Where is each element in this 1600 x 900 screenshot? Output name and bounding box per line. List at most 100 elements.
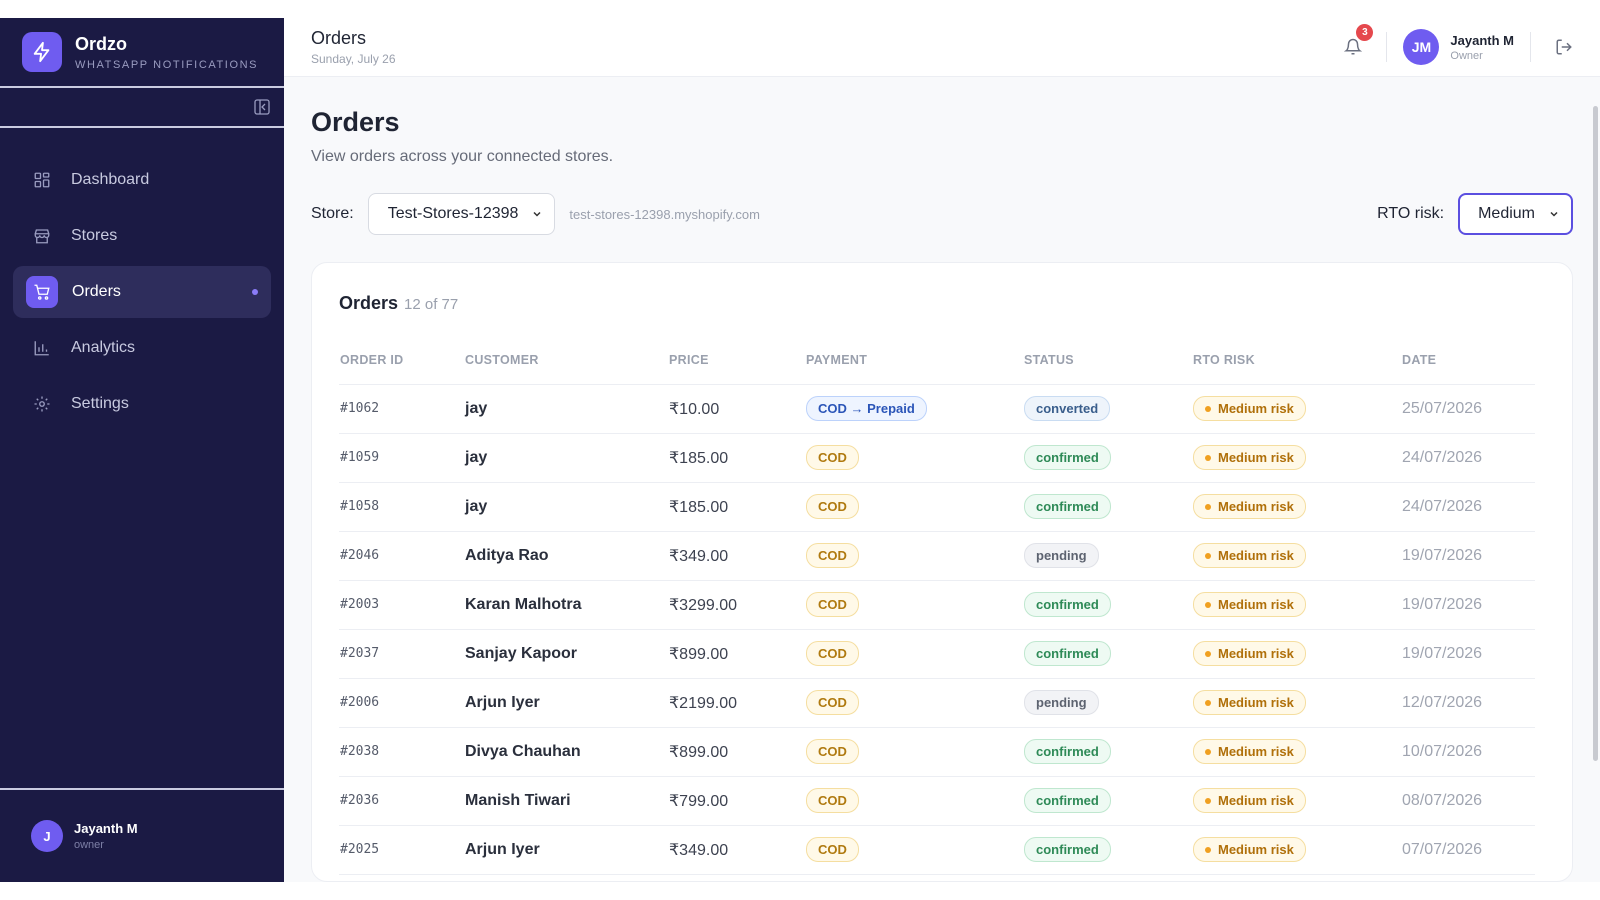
cell: Arjun Iyer (464, 678, 668, 728)
order-row[interactable]: #2025 Arjun Iyer ₹349.00 COD confirmed Medium… (339, 825, 1535, 875)
cell: COD (805, 776, 1023, 826)
user-name: Jayanth M (74, 821, 138, 836)
risk-badge: Medium risk (1193, 396, 1306, 421)
payment-badge: COD (806, 788, 859, 813)
cell: Medium risk (1192, 580, 1401, 630)
payment-badge: COD (806, 543, 859, 568)
logout-button[interactable] (1555, 38, 1573, 56)
orders-table: ORDER ID CUSTOMER PRICE PAYMENT STATUS RTO RI… (339, 336, 1535, 875)
nav-label: Analytics (71, 339, 136, 356)
rto-filter: RTO risk: Medium (1377, 193, 1573, 235)
status-badge: confirmed (1024, 592, 1111, 617)
order-row[interactable]: #2038 Divya Chauhan ₹899.00 COD confirmed Med… (339, 727, 1535, 777)
main: Orders Sunday, July 26 3 JM Jayanth M Ow… (284, 18, 1600, 882)
icon (34, 341, 49, 356)
collapse-button[interactable] (254, 99, 270, 115)
avatar: JM (1403, 29, 1440, 65)
notifications[interactable]: 3 (1338, 24, 1374, 62)
risk-badge: Medium risk (1193, 641, 1306, 666)
order-row[interactable]: #2003 Karan Malhotra ₹3299.00 COD confirmed M… (339, 580, 1535, 630)
risk-badge: Medium risk (1193, 445, 1306, 470)
nav-item[interactable]: Settings (13, 378, 271, 430)
cell: Medium risk (1192, 629, 1401, 679)
cell: COD (805, 531, 1023, 581)
header-date: Sunday, July 26 (311, 52, 396, 66)
cell: COD (805, 482, 1023, 532)
nav-item[interactable]: Orders (13, 266, 271, 318)
payment-badge: COD (806, 592, 859, 617)
cell: #1062 (339, 384, 464, 434)
cell: confirmed (1023, 629, 1192, 679)
card-title-text: Orders (339, 293, 399, 313)
cell: COD (805, 580, 1023, 630)
icon (34, 396, 50, 412)
risk-badge: Medium risk (1193, 788, 1306, 813)
brand: Ordzo WHATSAPP NOTIFICATIONS (0, 18, 284, 88)
cell: #2037 (339, 629, 464, 679)
nav-label: Stores (71, 227, 118, 244)
cell: ₹799.00 (668, 776, 805, 826)
risk-badge: Medium risk (1193, 837, 1306, 862)
cell: confirmed (1023, 727, 1192, 777)
page-description: View orders across your connected stores… (311, 148, 614, 165)
active-dot (252, 289, 258, 295)
cell: COD → Prepaid (805, 384, 1023, 434)
cell: Medium risk (1192, 433, 1401, 483)
cell: 10/07/2026 (1401, 727, 1535, 777)
cell: pending (1023, 531, 1192, 581)
user-role: owner (74, 839, 104, 851)
status-badge: confirmed (1024, 739, 1111, 764)
cell: Medium risk (1192, 531, 1401, 581)
card-title: Orders 12 of 77 (339, 293, 1545, 314)
status-badge: confirmed (1024, 641, 1111, 666)
collapse-row (0, 88, 284, 128)
icon (33, 41, 50, 63)
header-user[interactable]: JM Jayanth M Owner (1403, 29, 1514, 65)
cell: #2003 (339, 580, 464, 630)
order-row[interactable]: #2037 Sanjay Kapoor ₹899.00 COD confirmed Med… (339, 629, 1535, 679)
cell: 12/07/2026 (1401, 678, 1535, 728)
cell: Medium risk (1192, 482, 1401, 532)
column-header: RTO RISK (1192, 336, 1401, 385)
store-value: Test-Stores-12398 (387, 205, 519, 222)
icon (1344, 38, 1363, 55)
order-row[interactable]: #1058 jay ₹185.00 COD confirmed Medium risk 24… (339, 482, 1535, 532)
store-select[interactable]: Test-Stores-12398 (367, 193, 556, 235)
cell: 08/07/2026 (1401, 776, 1535, 826)
nav-item[interactable]: Stores (13, 210, 271, 262)
nav-item[interactable]: Analytics (13, 322, 271, 374)
icon (34, 284, 50, 300)
cell: Karan Malhotra (464, 580, 668, 630)
order-row[interactable]: #1062 jay ₹10.00 COD → Prepaid converted Medi… (339, 384, 1535, 434)
order-row[interactable]: #2046 Aditya Rao ₹349.00 COD pending Medium r… (339, 531, 1535, 581)
cell: confirmed (1023, 482, 1192, 532)
content: Orders View orders across your connected… (284, 77, 1600, 882)
order-row[interactable]: #2036 Manish Tiwari ₹799.00 COD confirmed Med… (339, 776, 1535, 826)
orders-card: Orders 12 of 77 ORDER ID CUSTOMER PRICE PAYM… (311, 262, 1573, 882)
cell: #2036 (339, 776, 464, 826)
nav-label: Dashboard (71, 171, 150, 188)
order-count: 12 of 77 (404, 296, 459, 313)
cell: converted (1023, 384, 1192, 434)
cell: Aditya Rao (464, 531, 668, 581)
icon (34, 172, 50, 188)
order-row[interactable]: #2006 Arjun Iyer ₹2199.00 COD pending Medium … (339, 678, 1535, 728)
cell: Medium risk (1192, 825, 1401, 875)
header-row: ORDER ID CUSTOMER PRICE PAYMENT STATUS RTO RI… (339, 336, 1535, 385)
cell: pending (1023, 678, 1192, 728)
payment-badge: COD → Prepaid (806, 396, 927, 421)
cell: #1059 (339, 433, 464, 483)
status-badge: pending (1024, 690, 1099, 715)
user-role: Owner (1450, 49, 1483, 62)
nav-item[interactable]: Dashboard (13, 154, 271, 206)
cell: #1058 (339, 482, 464, 532)
scrollbar (1593, 106, 1598, 761)
rto-select[interactable]: Medium (1458, 193, 1573, 235)
cell: confirmed (1023, 580, 1192, 630)
order-row[interactable]: #1059 jay ₹185.00 COD confirmed Medium risk 24… (339, 433, 1535, 483)
filters: Store: Test-Stores-12398 test-stores-123… (311, 193, 1573, 235)
nav-label: Orders (72, 283, 121, 300)
store-label: Store: (311, 205, 354, 222)
cell: #2046 (339, 531, 464, 581)
